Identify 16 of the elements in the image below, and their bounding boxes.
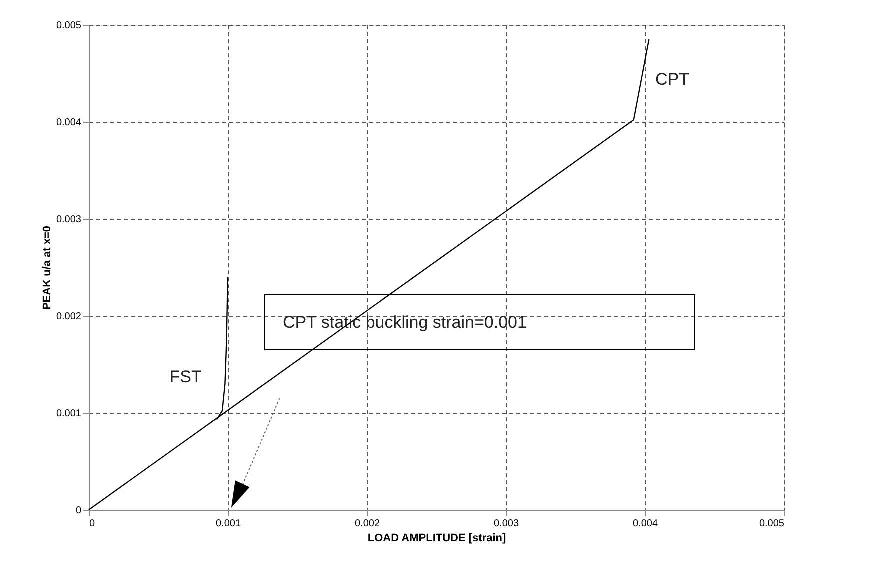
x-tick-label: 0.002 xyxy=(354,518,380,530)
y-tick-label: 0.004 xyxy=(56,118,82,128)
x-tick-label: 0.001 xyxy=(216,518,242,530)
series-label: FST xyxy=(170,367,202,386)
x-tick-label: 0 xyxy=(90,518,96,530)
x-tick-label: 0.003 xyxy=(494,518,520,530)
y-tick-label: 0.005 xyxy=(56,20,82,32)
y-axis-title: PEAK u/a at x=0 xyxy=(41,226,54,310)
y-tick-label: 0 xyxy=(76,506,82,516)
y-tick-label: 0.003 xyxy=(56,214,82,226)
x-axis-title: LOAD AMPLITUDE [strain] xyxy=(368,532,506,544)
series-label: CPT xyxy=(656,70,690,89)
x-tick-label: 0.004 xyxy=(632,518,658,530)
y-tick-label: 0.001 xyxy=(56,408,82,420)
y-tick-label: 0.002 xyxy=(56,312,82,322)
x-tick-label: 0.005 xyxy=(759,518,785,530)
